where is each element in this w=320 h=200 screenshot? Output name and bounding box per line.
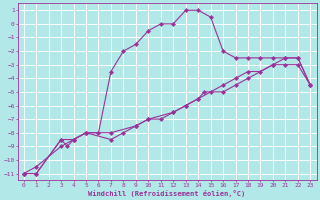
X-axis label: Windchill (Refroidissement éolien,°C): Windchill (Refroidissement éolien,°C) bbox=[88, 190, 246, 197]
